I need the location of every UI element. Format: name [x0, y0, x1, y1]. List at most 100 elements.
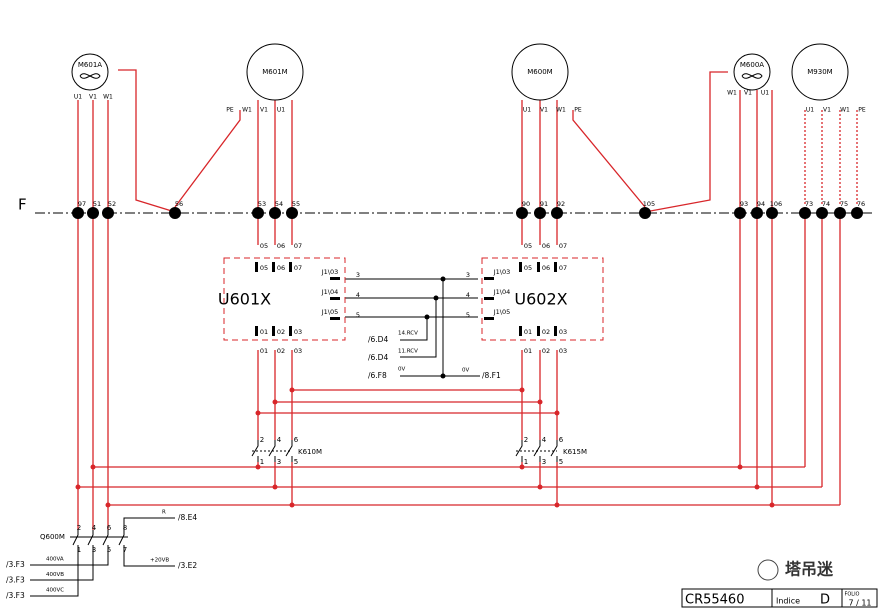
pin-label: 03 [559, 328, 567, 336]
motor-pin: PE [226, 107, 234, 114]
pin [537, 326, 540, 336]
motor-pin: PE [858, 107, 866, 114]
pin [272, 326, 275, 336]
pin-label: 01 [260, 328, 268, 336]
signal-label: 14.RCV [398, 331, 418, 337]
breaker-label: Q600M [40, 533, 65, 541]
pin-label: 01 [524, 328, 532, 336]
terminal [799, 207, 811, 219]
contact [285, 440, 293, 462]
contact-label: 3 [277, 458, 281, 466]
motor-pin: W1 [727, 90, 737, 97]
motor [733, 53, 771, 91]
pin-label: 01 [260, 347, 268, 355]
terminal [87, 207, 99, 219]
terminal-label: 52 [108, 200, 116, 208]
terminal-label: 91 [540, 200, 548, 208]
aux-label: +20VB [150, 558, 169, 564]
contact-label: 1 [260, 458, 264, 466]
motor [511, 43, 569, 101]
pin [255, 262, 258, 272]
contact [515, 440, 523, 462]
supply-ref: /3.F3 [6, 560, 25, 569]
terminal-label: 97 [78, 200, 86, 208]
motor-pin: W1 [103, 94, 113, 101]
terminal-label: 74 [822, 200, 830, 208]
terminal [516, 207, 528, 219]
supply-ref: /3.F3 [6, 591, 25, 600]
motor-pin: W1 [840, 107, 850, 114]
terminal [766, 207, 778, 219]
supply-label: 400VC [46, 588, 64, 594]
motor-label: M601A [78, 61, 102, 69]
contact-label: 4 [277, 436, 282, 444]
terminal-label: 73 [805, 200, 813, 208]
motor-pin: V1 [540, 107, 548, 114]
terminal [851, 207, 863, 219]
folio-label: FOLIO [844, 592, 859, 598]
motor-pin: V1 [744, 90, 752, 97]
motor-pin: W1 [556, 107, 566, 114]
terminal [816, 207, 828, 219]
wire-number: 5 [466, 311, 470, 319]
red-wiring [75, 69, 858, 530]
pin-label: 06 [542, 264, 550, 272]
pin-label: 01 [524, 347, 532, 355]
pin [272, 262, 275, 272]
terminal [551, 207, 563, 219]
breaker-contact [72, 530, 79, 555]
breaker-contact [118, 530, 125, 555]
pin-label: 07 [294, 242, 302, 250]
pin [289, 262, 292, 272]
terminal-label: 90 [522, 200, 530, 208]
output-label: 0V [462, 368, 469, 374]
motor-label: M601M [262, 68, 287, 76]
breaker-pin: 7 [123, 546, 127, 554]
signal-label: 11.RCV [398, 349, 418, 355]
breaker-contact [87, 530, 94, 555]
pin-label: 02 [277, 328, 285, 336]
port-label: J1\03 [493, 268, 511, 276]
signal-ref: /6.F8 [368, 371, 387, 380]
motor-pin: V1 [260, 107, 268, 114]
terminal [639, 207, 651, 219]
motor-pin: PE [574, 107, 582, 114]
breaker-contact [102, 530, 109, 555]
pin-label: 02 [542, 347, 550, 355]
pin-label: 06 [542, 242, 550, 250]
contactor-label: K610M [298, 448, 322, 456]
output-ref: /8.F1 [482, 371, 501, 380]
contact-label: 6 [294, 436, 299, 444]
wire-number: 4 [466, 291, 470, 299]
pin-label: 07 [294, 264, 302, 272]
terminal-label: 56 [175, 200, 183, 208]
contact-label: 4 [542, 436, 547, 444]
wire-number: 3 [466, 271, 470, 279]
black-wiring [30, 212, 878, 608]
pin-label: 05 [524, 242, 532, 250]
index-value: D [820, 593, 830, 608]
contact-label: 5 [559, 458, 563, 466]
pin [519, 262, 522, 272]
contact [251, 440, 259, 462]
terminal [169, 207, 181, 219]
terminal [102, 207, 114, 219]
terminal [734, 207, 746, 219]
pin-label: 05 [260, 242, 268, 250]
pin-label: 03 [294, 328, 302, 336]
terminal-label: 54 [275, 200, 283, 208]
pin [519, 326, 522, 336]
pin-label: 02 [277, 347, 285, 355]
port [330, 277, 340, 280]
terminal-label: 76 [857, 200, 865, 208]
port [484, 317, 494, 320]
pin [554, 326, 557, 336]
signal-label: 0V [398, 367, 405, 373]
terminal-label: 93 [740, 200, 748, 208]
unit-label: U602X [514, 290, 567, 309]
terminal-label: 53 [258, 200, 266, 208]
pin [255, 326, 258, 336]
terminal-label: 55 [292, 200, 300, 208]
contact-label: 6 [559, 436, 564, 444]
contact-label: 5 [294, 458, 298, 466]
